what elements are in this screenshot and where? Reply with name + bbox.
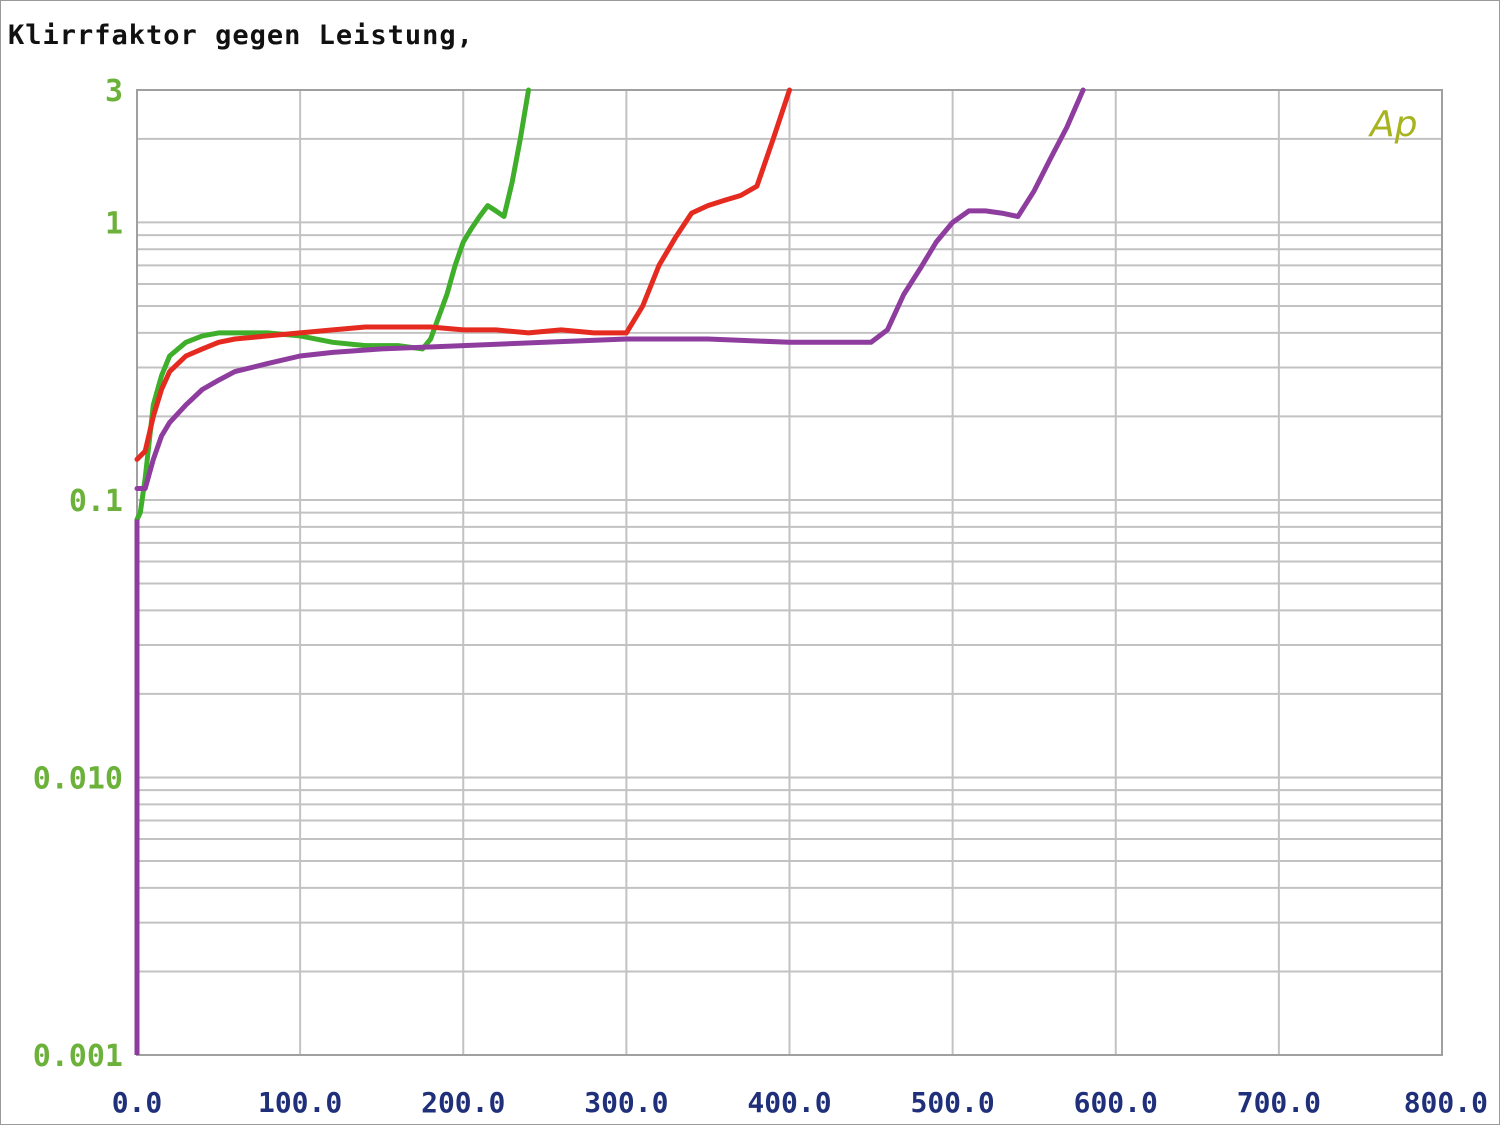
y-tick-label: 0.010 bbox=[33, 761, 123, 796]
x-tick-label: 100.0 bbox=[258, 1086, 342, 1119]
y-tick-labels: 3 1 0.1 0.010 0.001 bbox=[33, 74, 123, 1074]
x-tick-label: 0.0 bbox=[112, 1086, 163, 1119]
y-tick-label: 3 bbox=[105, 74, 123, 109]
x-tick-label: 400.0 bbox=[747, 1086, 831, 1119]
y-tick-label: 0.1 bbox=[69, 484, 123, 519]
grid bbox=[136, 89, 1443, 1056]
x-tick-label: 200.0 bbox=[421, 1086, 505, 1119]
x-tick-labels: 0.0 100.0 200.0 300.0 400.0 500.0 600.0 700.0 80… bbox=[112, 1086, 1488, 1119]
series-lines bbox=[134, 87, 1086, 1055]
y-tick-label: 0.001 bbox=[33, 1039, 123, 1074]
series-line-2 bbox=[134, 87, 792, 462]
series-line-1 bbox=[134, 87, 531, 522]
x-tick-label: 300.0 bbox=[584, 1086, 668, 1119]
series-line-3 bbox=[134, 87, 1086, 491]
x-tick-label: 500.0 bbox=[910, 1086, 994, 1119]
x-tick-label: 700.0 bbox=[1237, 1086, 1321, 1119]
ap-logo: Ap bbox=[1368, 104, 1417, 145]
ap-logo-text: Ap bbox=[1368, 104, 1417, 145]
chart-title: Klirrfaktor gegen Leistung, bbox=[8, 20, 474, 51]
x-tick-label: 800.0 bbox=[1404, 1086, 1488, 1119]
y-tick-label: 1 bbox=[105, 206, 123, 241]
x-tick-label: 600.0 bbox=[1074, 1086, 1158, 1119]
